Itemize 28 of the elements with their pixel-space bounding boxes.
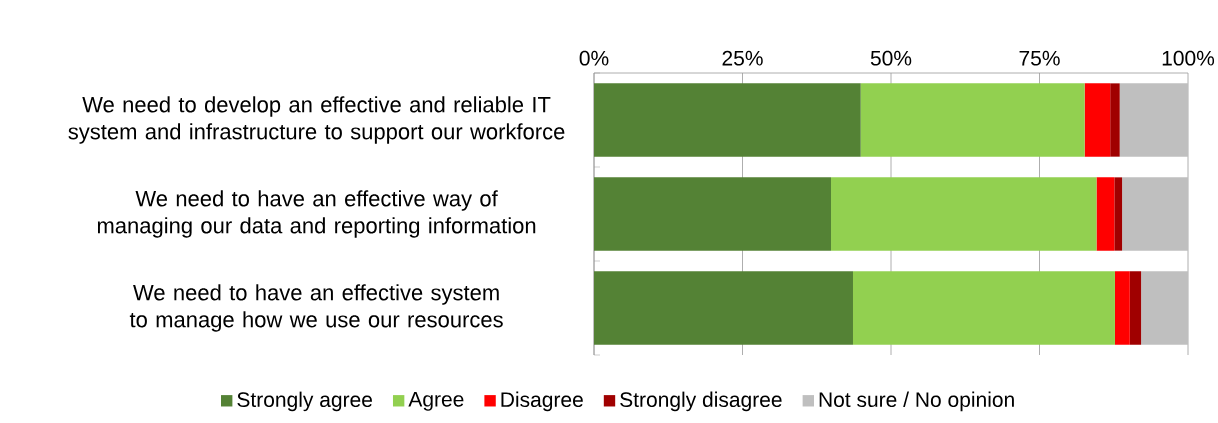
x-tick-label: 50% (870, 50, 912, 66)
y-tick-label: We need to develop an effective and reliable IT system and infrastructure to support our workforce (68, 96, 565, 144)
bar (1119, 83, 1189, 157)
bar (594, 177, 832, 251)
bar (1096, 177, 1115, 251)
bar (594, 271, 853, 345)
legend-label: Agree (408, 392, 464, 411)
x-tick-label: 0% (579, 50, 609, 66)
bar (1129, 271, 1142, 345)
x-tick-label: 100% (1162, 50, 1215, 66)
bar (594, 83, 861, 157)
legend-label: Strongly disagree (620, 391, 782, 412)
bar (1084, 83, 1111, 157)
bar (831, 177, 1097, 251)
bar (1114, 271, 1130, 345)
y-tick-label: We need to have an effective way of managing our data and reporting information (97, 190, 536, 238)
legend-label: Strongly agree (237, 391, 372, 412)
legend-label: Disagree (501, 391, 583, 412)
legend-label: Not sure / No opinion (819, 391, 1014, 412)
y-tick-label: We need to have an effective system to manage how we use our resources (129, 284, 503, 332)
x-tick-label: 25% (722, 50, 763, 66)
bar (852, 271, 1115, 345)
bar (1110, 83, 1120, 157)
x-tick-label: 75% (1019, 50, 1060, 66)
bar (1141, 271, 1189, 345)
bar (860, 83, 1085, 157)
bar (1122, 177, 1189, 251)
bar (1114, 177, 1123, 251)
